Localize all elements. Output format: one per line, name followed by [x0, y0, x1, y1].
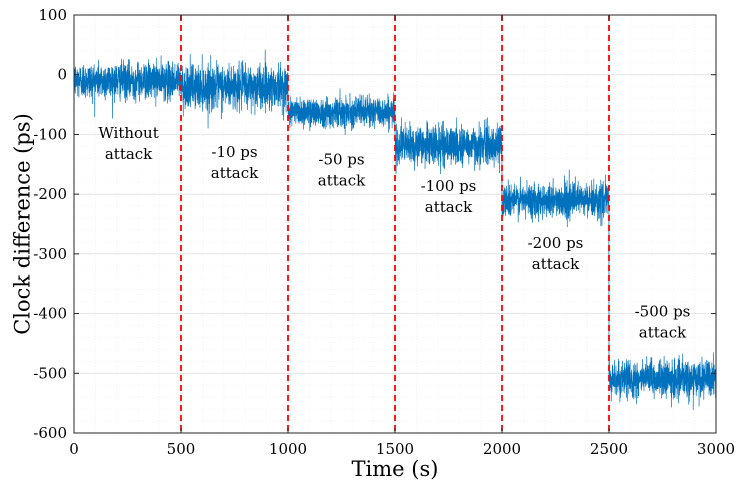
- x-tick-label: 2000: [483, 440, 521, 458]
- y-tick-label: 100: [38, 6, 67, 24]
- annotation-line: -200 ps: [528, 234, 584, 252]
- annotation-line: Without: [98, 124, 158, 142]
- annotation-line: -50 ps: [318, 150, 364, 168]
- annotation-line: attack: [211, 164, 259, 182]
- x-tick-label: 1000: [269, 440, 307, 458]
- y-tick-label: -200: [33, 185, 67, 203]
- annotation-line: attack: [318, 171, 366, 189]
- y-tick-label: 0: [57, 66, 67, 84]
- x-tick-label: 3000: [697, 440, 735, 458]
- x-tick-label: 2500: [590, 440, 628, 458]
- y-axis-label: Clock difference (ps): [11, 113, 35, 335]
- x-tick-label: 500: [167, 440, 196, 458]
- y-tick-label: -100: [33, 125, 67, 143]
- x-axis-label: Time (s): [352, 457, 439, 481]
- y-tick-label: -400: [33, 305, 67, 323]
- y-tick-label: -500: [33, 364, 67, 382]
- annotation-line: -100 ps: [421, 177, 477, 195]
- annotation-label: Without attack: [98, 124, 158, 163]
- tick-layer: 0 500 1000 1500 2000 2500 3000-600-500-400-300…: [33, 6, 735, 458]
- annotation-label: -50 ps attack: [318, 150, 366, 189]
- x-tick-label: 0: [69, 440, 79, 458]
- y-tick-label: -600: [33, 424, 67, 442]
- x-tick-label: 1500: [376, 440, 414, 458]
- annotation-line: attack: [425, 198, 473, 216]
- annotation-label: -500 ps attack: [635, 303, 691, 342]
- annotation-label: -10 ps attack: [211, 143, 259, 182]
- annotation-line: -10 ps: [211, 143, 257, 161]
- annotation-line: attack: [105, 145, 153, 163]
- y-tick-label: -300: [33, 245, 67, 263]
- annotation-line: -500 ps: [635, 303, 691, 321]
- annotation-label: -200 ps attack: [528, 234, 584, 273]
- annotation-line: attack: [639, 324, 687, 342]
- annotation-label: -100 ps attack: [421, 177, 477, 216]
- annotation-line: attack: [532, 255, 580, 273]
- annotation-layer: Without attack -10 ps attack-50 ps attack -10…: [98, 124, 690, 342]
